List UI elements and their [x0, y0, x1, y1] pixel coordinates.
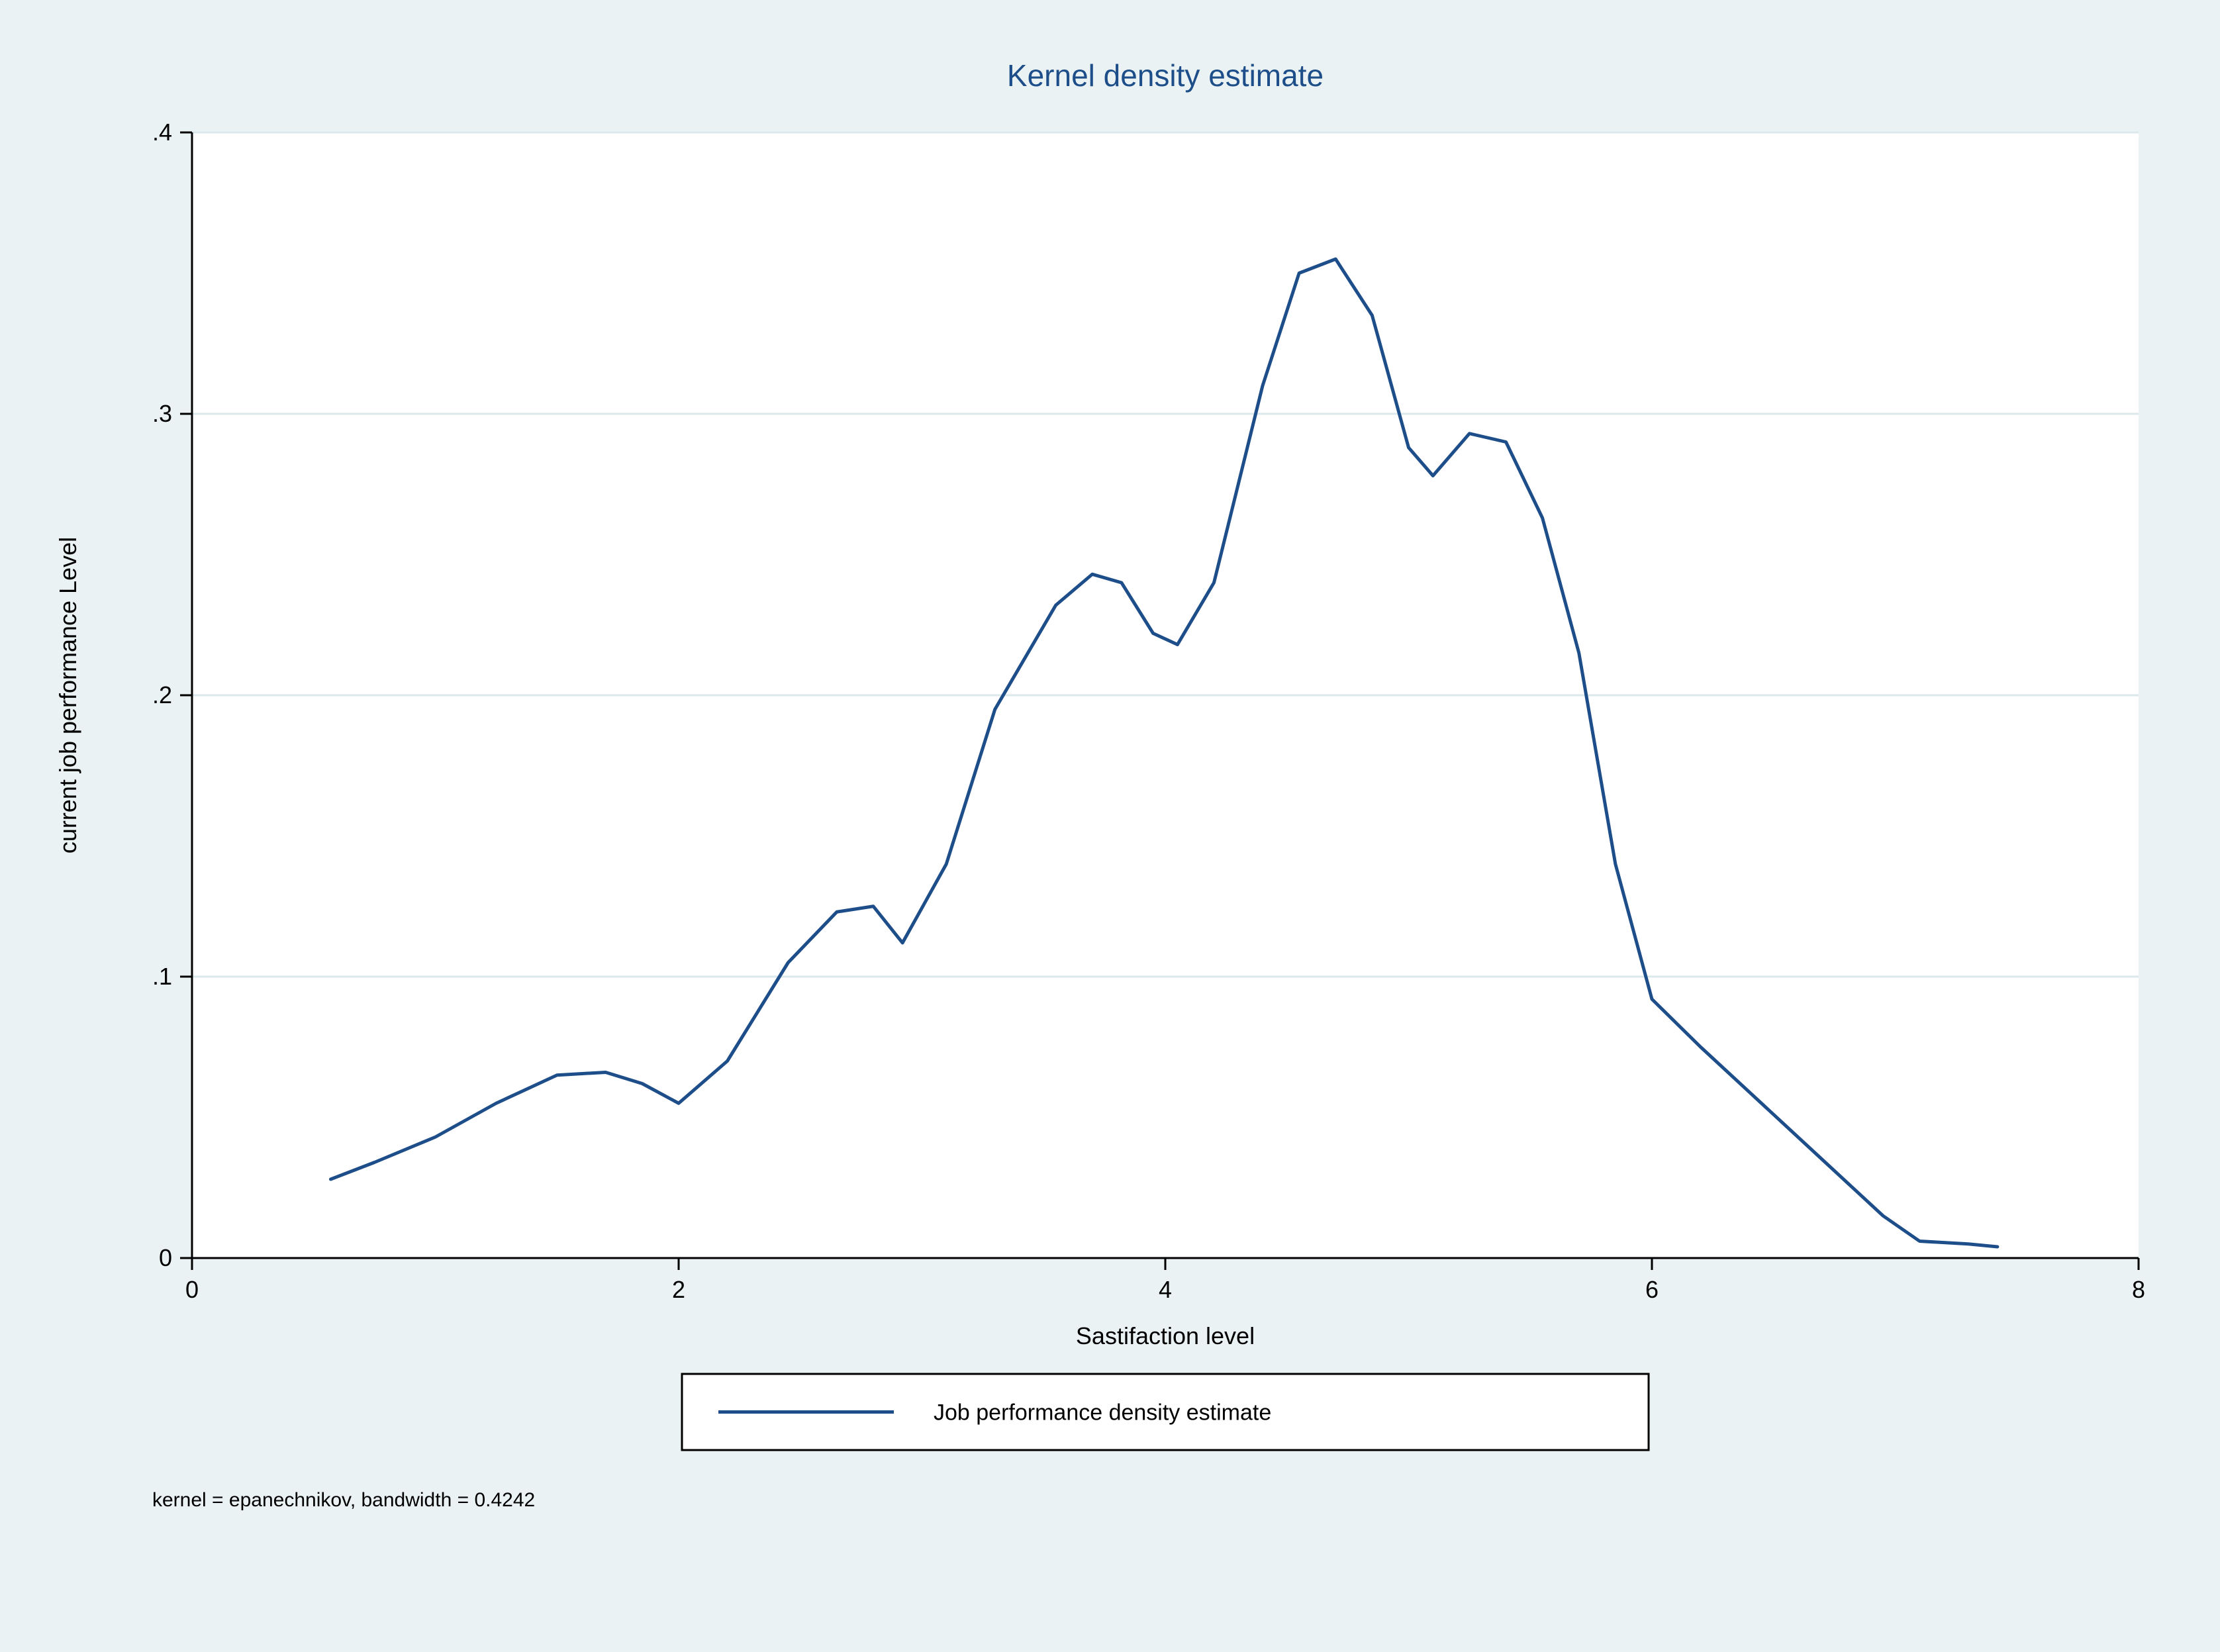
- x-tick-label: 8: [2132, 1276, 2145, 1303]
- x-tick-label: 2: [672, 1276, 685, 1303]
- y-tick-label: .4: [152, 119, 172, 146]
- y-tick-label: .3: [152, 400, 172, 427]
- x-tick-label: 6: [1645, 1276, 1659, 1303]
- legend-label: Job performance density estimate: [934, 1400, 1271, 1426]
- kernel-note: kernel = epanechnikov, bandwidth = 0.424…: [152, 1489, 535, 1511]
- y-tick-label: .1: [152, 963, 172, 990]
- x-tick-label: 0: [185, 1276, 199, 1303]
- kde-chart: Kernel density estimate 0 .1 .2 .3 .4 0 2 4 6 8 Sas…: [0, 0, 2220, 1652]
- x-axis-label: Sastifaction level: [1076, 1322, 1255, 1349]
- y-axis-label: current job performance Level: [54, 537, 81, 853]
- y-tick-label: 0: [159, 1244, 172, 1271]
- y-tick-label: .2: [152, 681, 172, 708]
- chart-container: Kernel density estimate 0 .1 .2 .3 .4 0 2 4 6 8 Sas…: [0, 0, 2220, 1652]
- x-tick-label: 4: [1159, 1276, 1172, 1303]
- chart-title: Kernel density estimate: [1007, 58, 1324, 93]
